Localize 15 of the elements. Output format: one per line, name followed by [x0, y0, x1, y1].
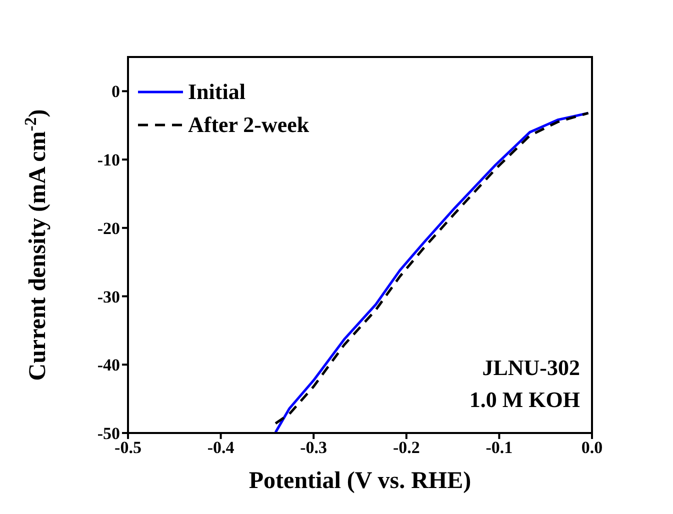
legend-label: Initial — [188, 79, 246, 104]
x-tick-label: -0.3 — [300, 438, 328, 458]
x-tick-label: -0.2 — [392, 438, 420, 458]
x-axis-title: Potential (V vs. RHE) — [248, 468, 472, 494]
legend-label: After 2-week — [188, 112, 310, 137]
annotation: JLNU-302 — [482, 355, 580, 380]
y-tick-label: -30 — [97, 287, 120, 306]
annotation: 1.0 M KOH — [469, 387, 580, 412]
y-tick-label: 0 — [112, 82, 120, 102]
x-tick-label: -0.4 — [207, 438, 235, 458]
x-tick-label: 0.0 — [581, 438, 603, 458]
x-tick-label: -0.1 — [486, 438, 513, 458]
y-tick-label: -20 — [97, 218, 120, 238]
y-tick-label: -40 — [97, 356, 120, 375]
y-tick-label: -10 — [97, 150, 120, 170]
